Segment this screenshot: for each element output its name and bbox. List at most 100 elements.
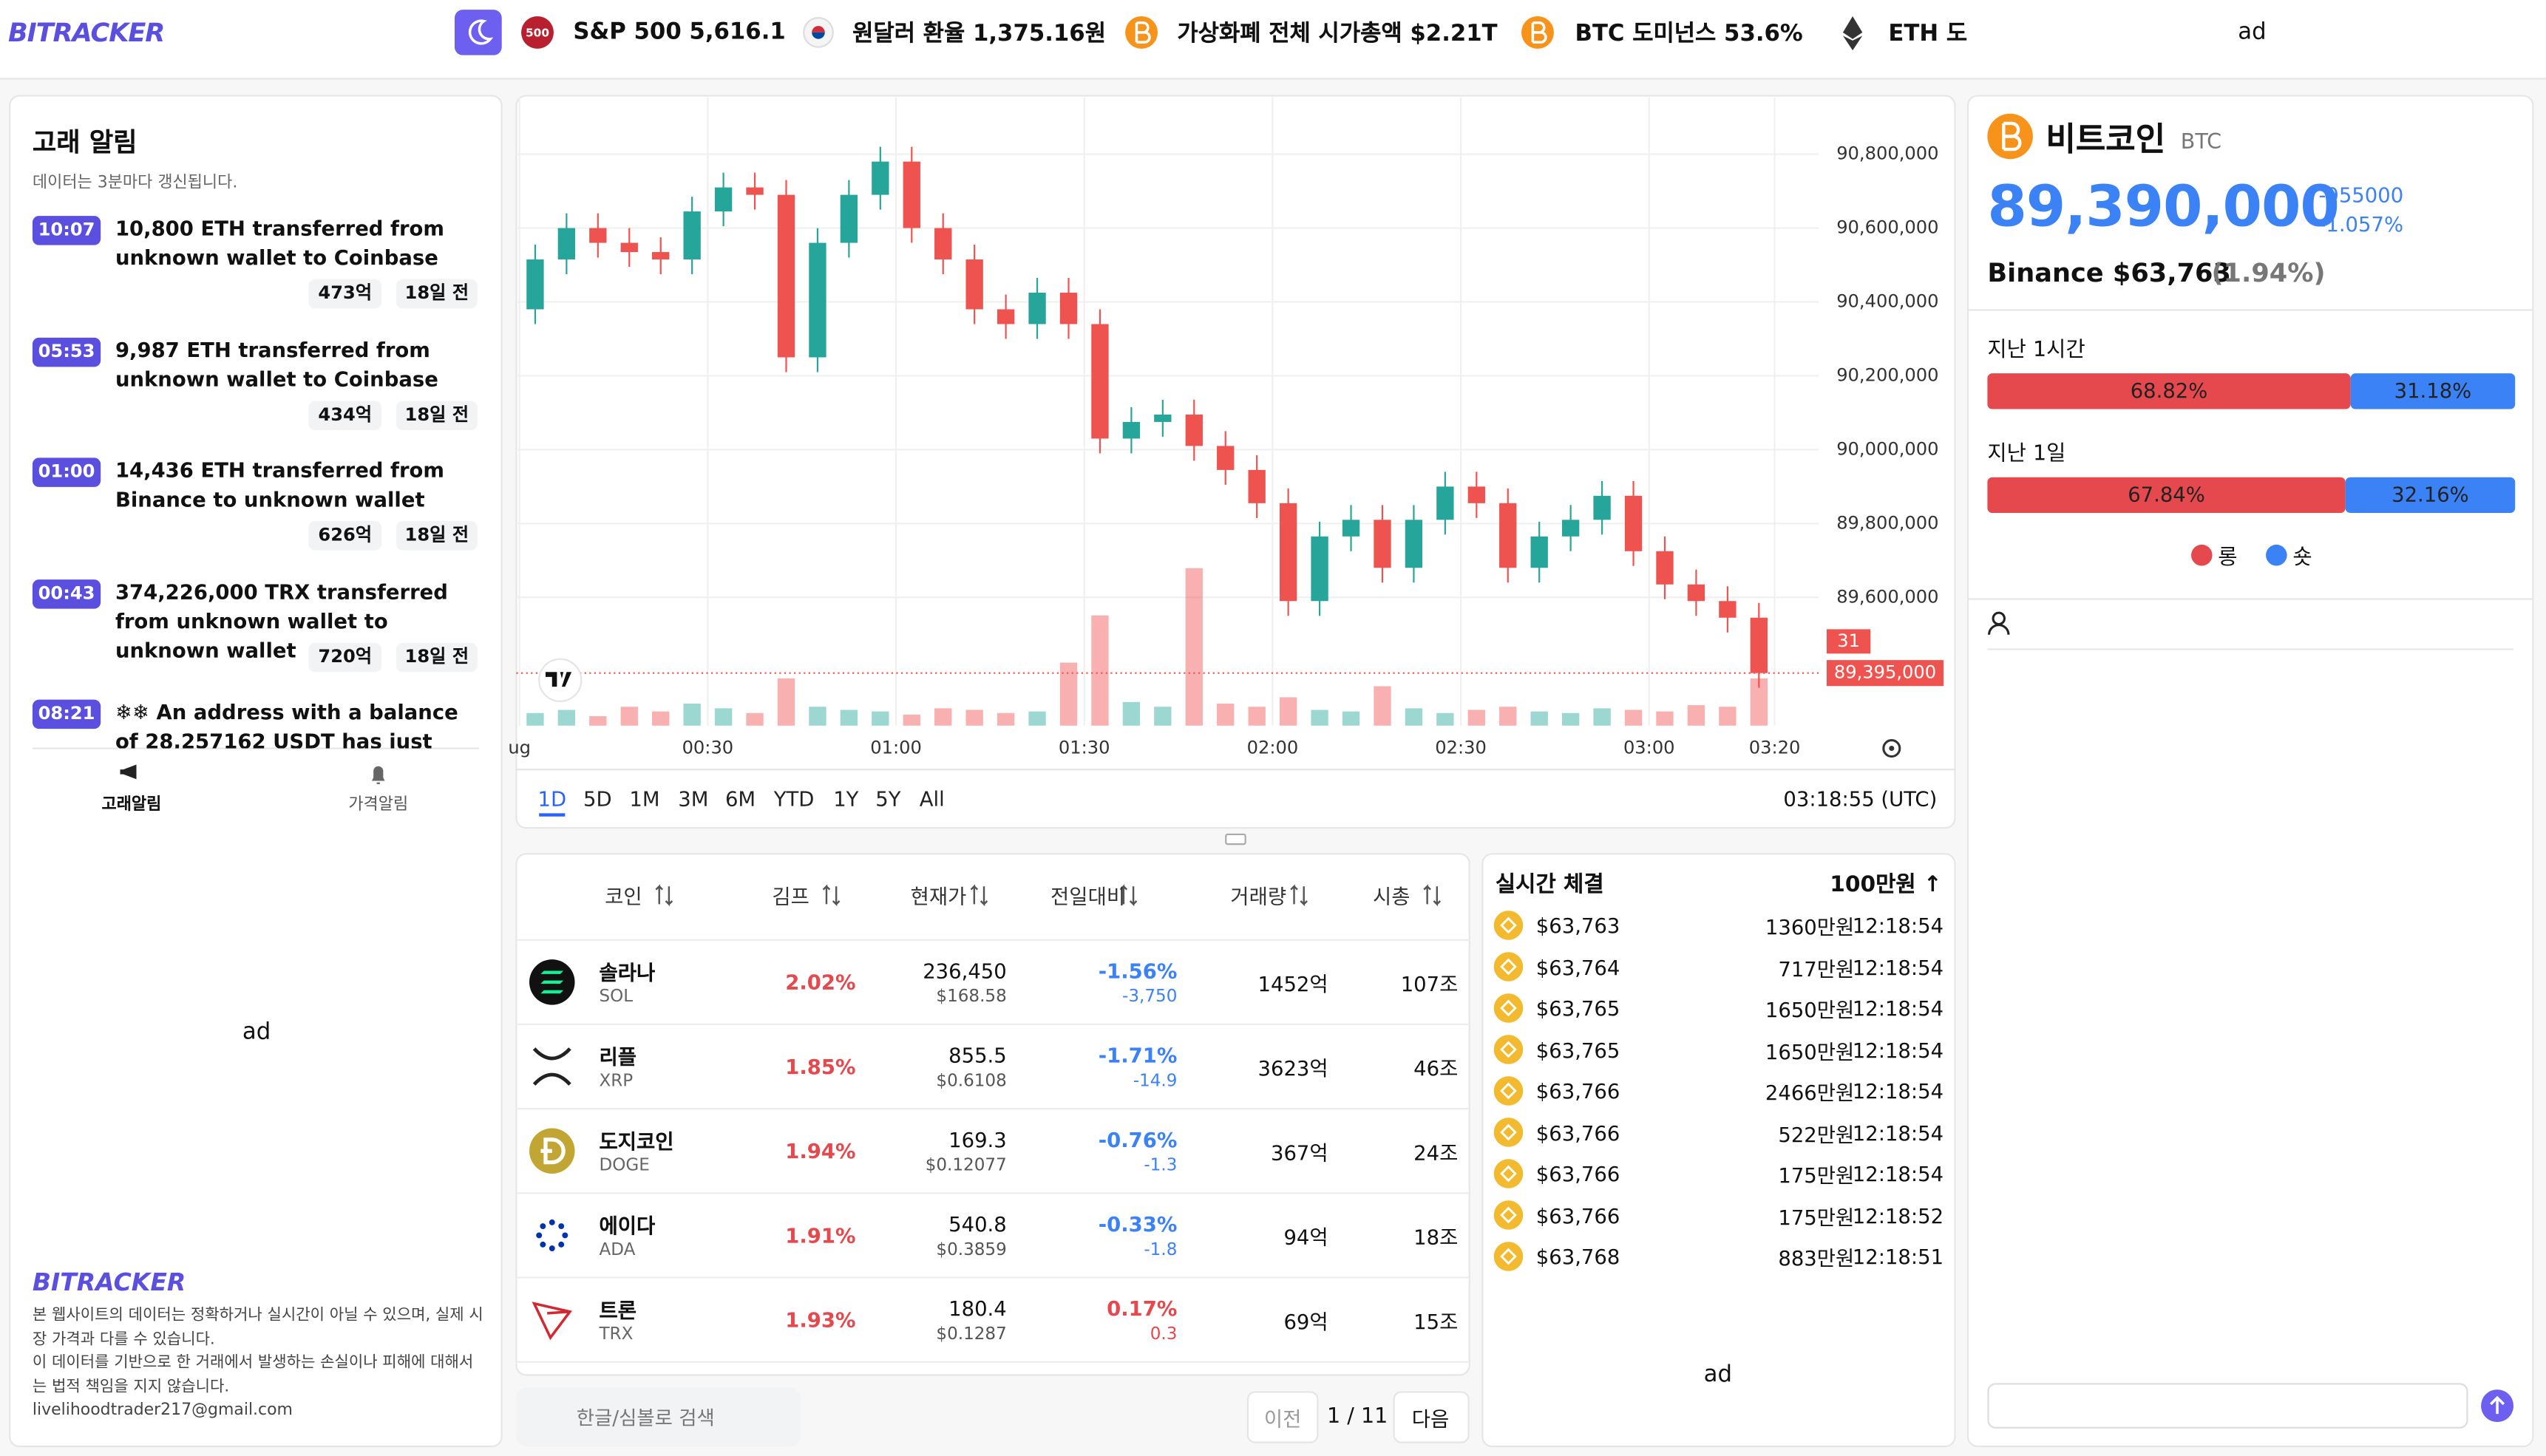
volume-bar bbox=[840, 710, 858, 726]
column-header[interactable]: 시총 bbox=[1373, 883, 1411, 908]
coin-symbol: XRP bbox=[599, 1071, 634, 1091]
ratio-bar bbox=[1987, 477, 2346, 514]
disclaimer-line: 이 데이터를 기반으로 한 거래에서 발생하는 손실이나 피해에 대해서는 법적… bbox=[32, 1353, 474, 1395]
ticker-text: S&P 500 5,616.1 bbox=[573, 19, 786, 46]
candle-body bbox=[1436, 486, 1454, 520]
resize-handle bbox=[1225, 833, 1246, 846]
bell-icon bbox=[371, 766, 385, 784]
column-header[interactable]: 현재가 bbox=[910, 883, 967, 908]
ad: ad bbox=[1703, 1361, 1732, 1388]
volume: 3623억 bbox=[1257, 1055, 1328, 1081]
trade-price: $63,766 bbox=[1535, 1161, 1620, 1186]
column-header[interactable]: 거래량 bbox=[1230, 883, 1287, 908]
volume-bar bbox=[1624, 710, 1643, 726]
search-box[interactable] bbox=[516, 1387, 801, 1446]
column-header[interactable]: 전일대비 bbox=[1050, 883, 1126, 908]
volume-bar bbox=[1059, 662, 1078, 726]
market-cap: 24조 bbox=[1413, 1140, 1459, 1165]
ticker-badge: 500 bbox=[526, 27, 549, 40]
ada-dot bbox=[536, 1232, 543, 1239]
candle-body bbox=[1561, 520, 1580, 537]
y-tick-label: 90,200,000 bbox=[1836, 364, 1938, 385]
range-button[interactable]: 3M bbox=[678, 786, 709, 812]
candle-body bbox=[1719, 601, 1737, 618]
alert-text: 374,226,000 TRX transferred from unknown… bbox=[115, 579, 448, 662]
range-button[interactable]: 6M bbox=[724, 786, 756, 812]
y-tick-label: 89,600,000 bbox=[1836, 586, 1938, 607]
trade-price: $63,768 bbox=[1535, 1244, 1620, 1269]
countdown-box bbox=[1826, 629, 1871, 654]
candle-body bbox=[934, 228, 952, 260]
trade-time: 12:18:54 bbox=[1852, 996, 1944, 1021]
candle-body bbox=[1530, 536, 1548, 568]
theme-toggle[interactable] bbox=[454, 10, 502, 55]
candle-body bbox=[1467, 486, 1485, 503]
candle-body bbox=[1091, 324, 1109, 439]
volume-bar bbox=[965, 710, 983, 726]
change-abs: -1.3 bbox=[1144, 1155, 1178, 1176]
next-button[interactable] bbox=[1393, 1391, 1470, 1443]
candle-body bbox=[1593, 495, 1611, 520]
ada-dot bbox=[558, 1241, 565, 1248]
x-tick-label: 00:30 bbox=[682, 738, 734, 758]
volume-bar bbox=[777, 678, 795, 726]
range-button[interactable]: 5Y bbox=[875, 786, 901, 812]
trade-amount: 717만원 bbox=[1778, 956, 1855, 981]
volume-bar bbox=[1028, 711, 1046, 726]
column-header[interactable]: 코인 bbox=[605, 883, 642, 908]
trade-amount: 883만원 bbox=[1778, 1245, 1855, 1270]
coin-symbol: SOL bbox=[599, 987, 634, 1007]
tv-logo bbox=[538, 658, 583, 702]
panel bbox=[9, 95, 503, 1448]
range-button[interactable]: 1Y bbox=[833, 786, 859, 812]
volume-bar bbox=[620, 707, 638, 726]
y-tick-label: 90,400,000 bbox=[1836, 291, 1938, 312]
age-tag: 18일 전 bbox=[396, 642, 478, 672]
amount-tag: 434억 bbox=[308, 400, 382, 429]
range-button[interactable]: 1M bbox=[629, 786, 660, 812]
range-button[interactable]: 1D bbox=[537, 786, 567, 812]
bnb-icon bbox=[1493, 1076, 1524, 1106]
range-button[interactable]: 5D bbox=[583, 786, 612, 812]
chat-input[interactable] bbox=[1987, 1383, 2468, 1429]
candle-body bbox=[809, 242, 826, 358]
candle-body bbox=[683, 211, 701, 260]
range-button[interactable]: YTD bbox=[773, 786, 815, 812]
volume-bar bbox=[1530, 711, 1548, 726]
y-tick-label: 90,600,000 bbox=[1836, 217, 1938, 238]
trade-price: $63,765 bbox=[1535, 1037, 1620, 1062]
change-abs: -14.9 bbox=[1133, 1071, 1178, 1091]
volume-bar bbox=[1405, 708, 1423, 726]
market-cap: 46조 bbox=[1413, 1055, 1459, 1081]
candle-body bbox=[526, 259, 544, 310]
prev-button[interactable] bbox=[1246, 1391, 1319, 1443]
candle-body bbox=[620, 242, 638, 253]
logo: BITRACKER bbox=[7, 17, 165, 48]
last-price-box bbox=[1826, 660, 1944, 687]
ticker-text: BTC 도미넌스 53.6% bbox=[1575, 21, 1803, 47]
range-button[interactable]: All bbox=[919, 786, 945, 812]
legend-dot bbox=[2191, 544, 2213, 566]
usd-price: $0.1287 bbox=[936, 1324, 1007, 1344]
trade-time: 12:18:54 bbox=[1852, 913, 1944, 938]
legend-label: 숏 bbox=[2292, 546, 2312, 571]
price: 855.5 bbox=[948, 1043, 1007, 1068]
bnb-icon bbox=[1493, 1200, 1524, 1230]
trade-price: $63,763 bbox=[1535, 913, 1620, 938]
bnb-glyph bbox=[1500, 1082, 1517, 1100]
coin-name: 비트코인 bbox=[2046, 119, 2166, 159]
candle-body bbox=[1279, 503, 1297, 602]
column-header[interactable]: 김프 bbox=[772, 883, 809, 908]
volume-bar bbox=[526, 712, 544, 726]
change-abs: -1.8 bbox=[1144, 1240, 1178, 1260]
panel-subtitle: 데이터는 3분마다 갱신됩니다. bbox=[32, 174, 238, 193]
volume-bar bbox=[1091, 615, 1109, 726]
volume-bar bbox=[1122, 701, 1141, 726]
market-cap: 18조 bbox=[1413, 1225, 1459, 1250]
trades-filter: 100만원 ↑ bbox=[1830, 871, 1942, 898]
candle-body bbox=[903, 161, 920, 228]
bnb-glyph bbox=[1500, 1041, 1517, 1058]
change: -0.33% bbox=[1098, 1211, 1178, 1236]
legend-label: 롱 bbox=[2218, 546, 2238, 571]
alert-text: 9,987 ETH transferred from unknown walle… bbox=[115, 336, 438, 391]
